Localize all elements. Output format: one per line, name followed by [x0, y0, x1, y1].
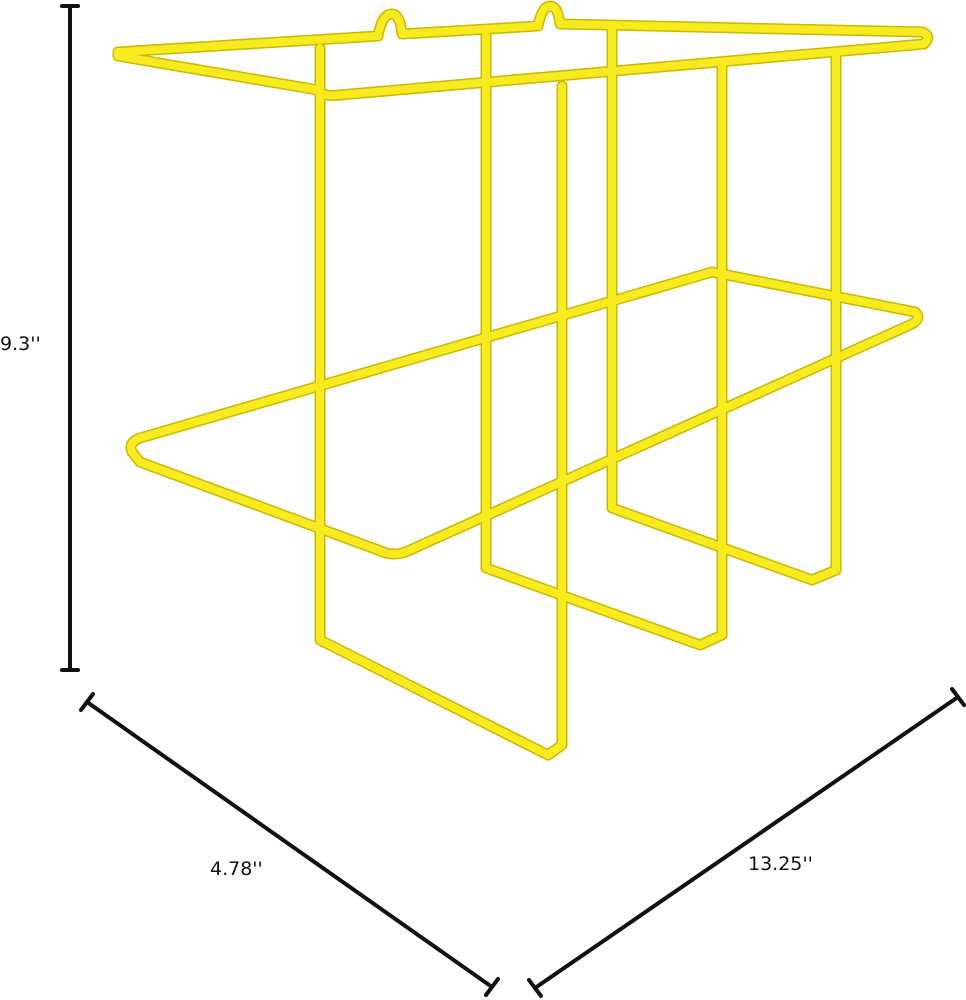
- middle-loop-outline: [480, 30, 728, 651]
- dimension-lines: [60, 4, 966, 998]
- width-dimension-line: [533, 695, 960, 990]
- top-rim-wire: [114, 2, 932, 100]
- height-label: 9.3'': [0, 333, 41, 355]
- left-loop-wire: [316, 44, 566, 759]
- left-loop-outline: [314, 42, 568, 761]
- bottom-rim-outline: [125, 266, 924, 560]
- bottom-rim-wire: [127, 268, 922, 558]
- depth-label: 4.78'': [210, 858, 263, 880]
- right-loop-wire: [608, 26, 840, 584]
- wire-rack: [112, 0, 933, 761]
- width-label: 13.25'': [748, 853, 813, 875]
- depth-dimension-line: [85, 700, 494, 989]
- middle-loop-wire: [482, 32, 726, 649]
